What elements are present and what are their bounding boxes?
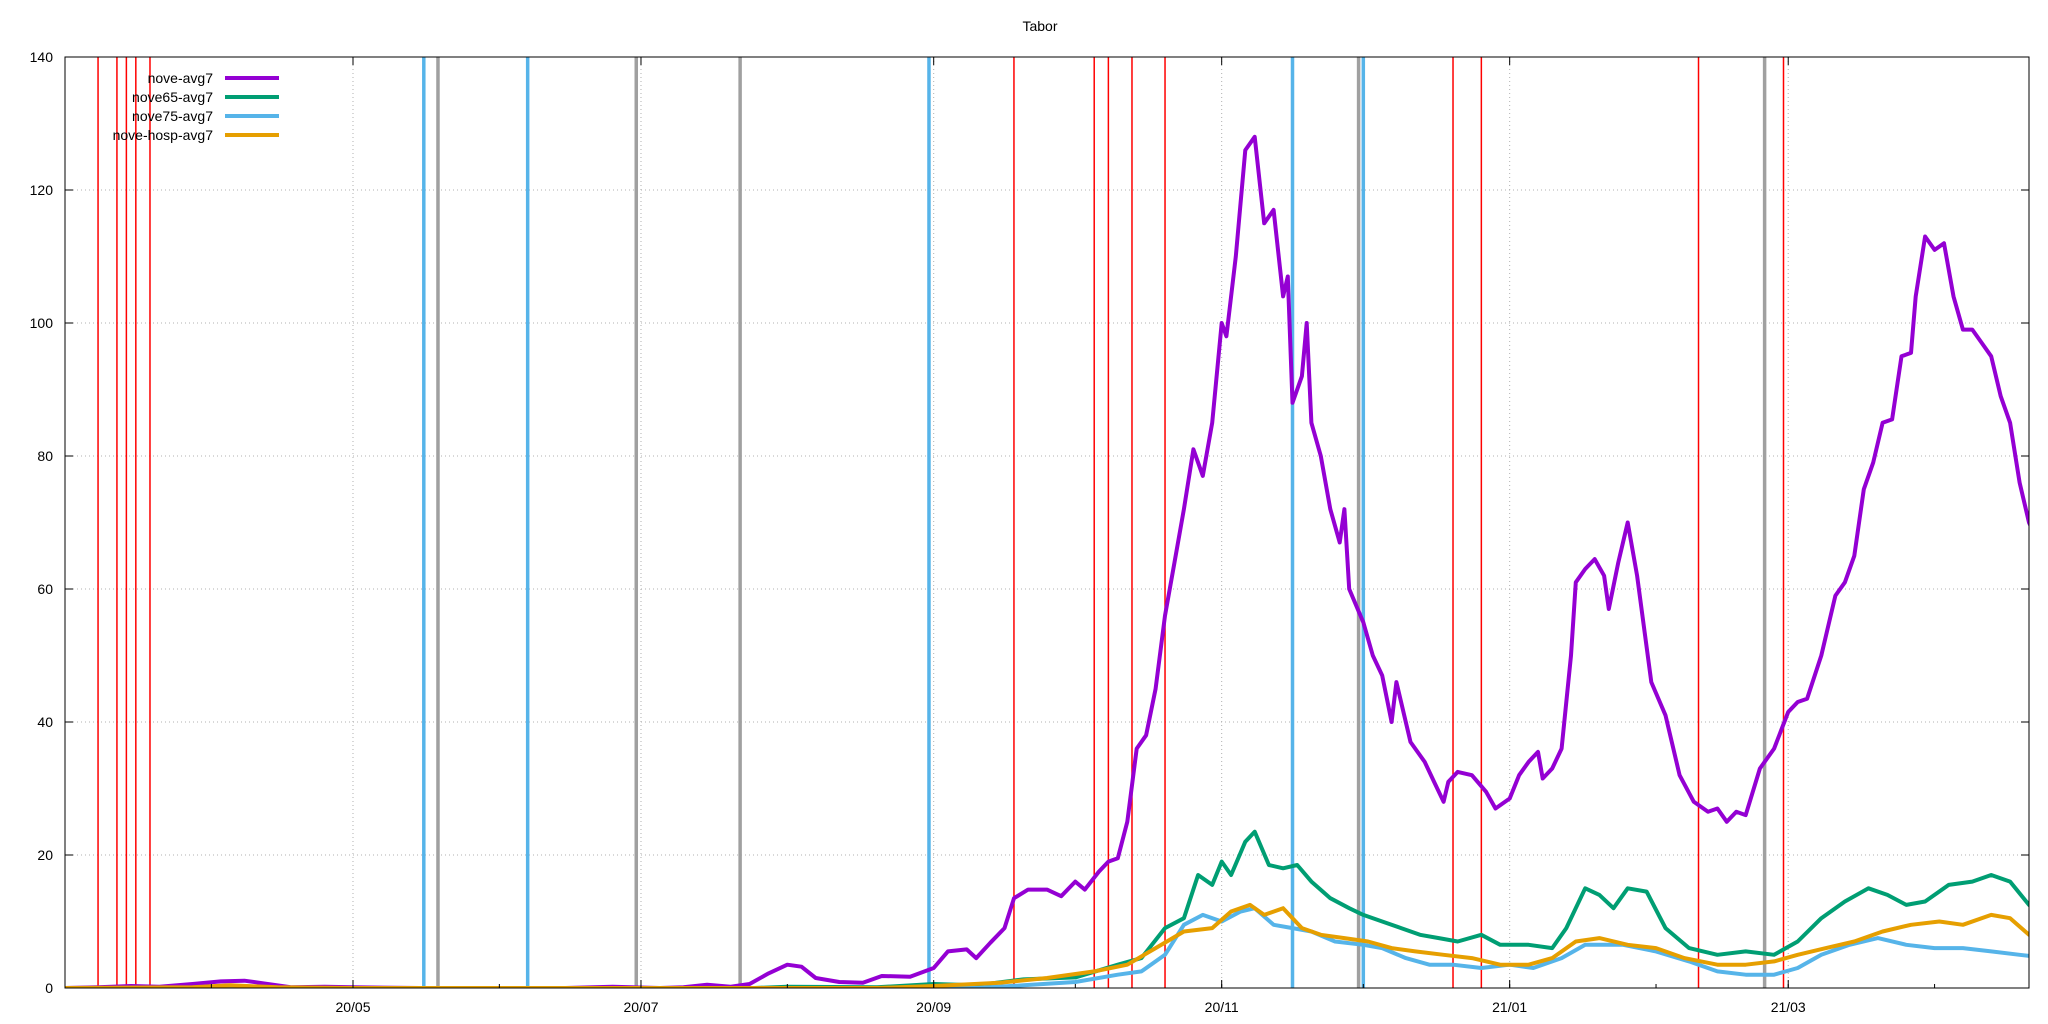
y-tick-label: 20: [37, 847, 53, 863]
series-line-nove65-avg7: [65, 829, 2029, 988]
x-tick-label: 20/07: [623, 999, 658, 1015]
x-tick-label: 20/11: [1205, 999, 1239, 1015]
plot-frame: [64, 56, 2030, 989]
y-tick-label: 120: [30, 182, 54, 198]
legend: nove-avg7 nove65-avg7 nove75-avg7 nove-hosp…: [113, 70, 279, 143]
series-line-nove-avg7: [65, 134, 2029, 988]
legend-label: nove-avg7: [148, 70, 214, 86]
y-tick-label: 60: [37, 581, 53, 597]
x-tick-label: 21/01: [1492, 999, 1527, 1015]
axes: 0 20 40 60 80 100 120 140 20/05 20/07 20/09 20/11 21…: [30, 49, 2029, 1015]
event-lines: [97, 57, 1785, 988]
y-tick-label: 0: [45, 980, 53, 996]
y-tick-label: 40: [37, 714, 53, 730]
legend-label: nove-hosp-avg7: [113, 127, 214, 143]
y-tick-label: 80: [37, 448, 53, 464]
x-tick-label: 20/09: [916, 999, 951, 1015]
grid: [65, 57, 2029, 988]
legend-label: nove75-avg7: [132, 108, 213, 124]
series-lines: [65, 134, 2029, 988]
y-tick-label: 100: [30, 315, 54, 331]
x-tick-label: 20/05: [335, 999, 370, 1015]
x-tick-label: 21/03: [1771, 999, 1806, 1015]
y-tick-label: 140: [30, 49, 54, 65]
legend-label: nove65-avg7: [132, 89, 213, 105]
series-line-nove-hosp-avg7: [65, 902, 2029, 988]
chart-title: Tabor: [1022, 18, 1057, 34]
